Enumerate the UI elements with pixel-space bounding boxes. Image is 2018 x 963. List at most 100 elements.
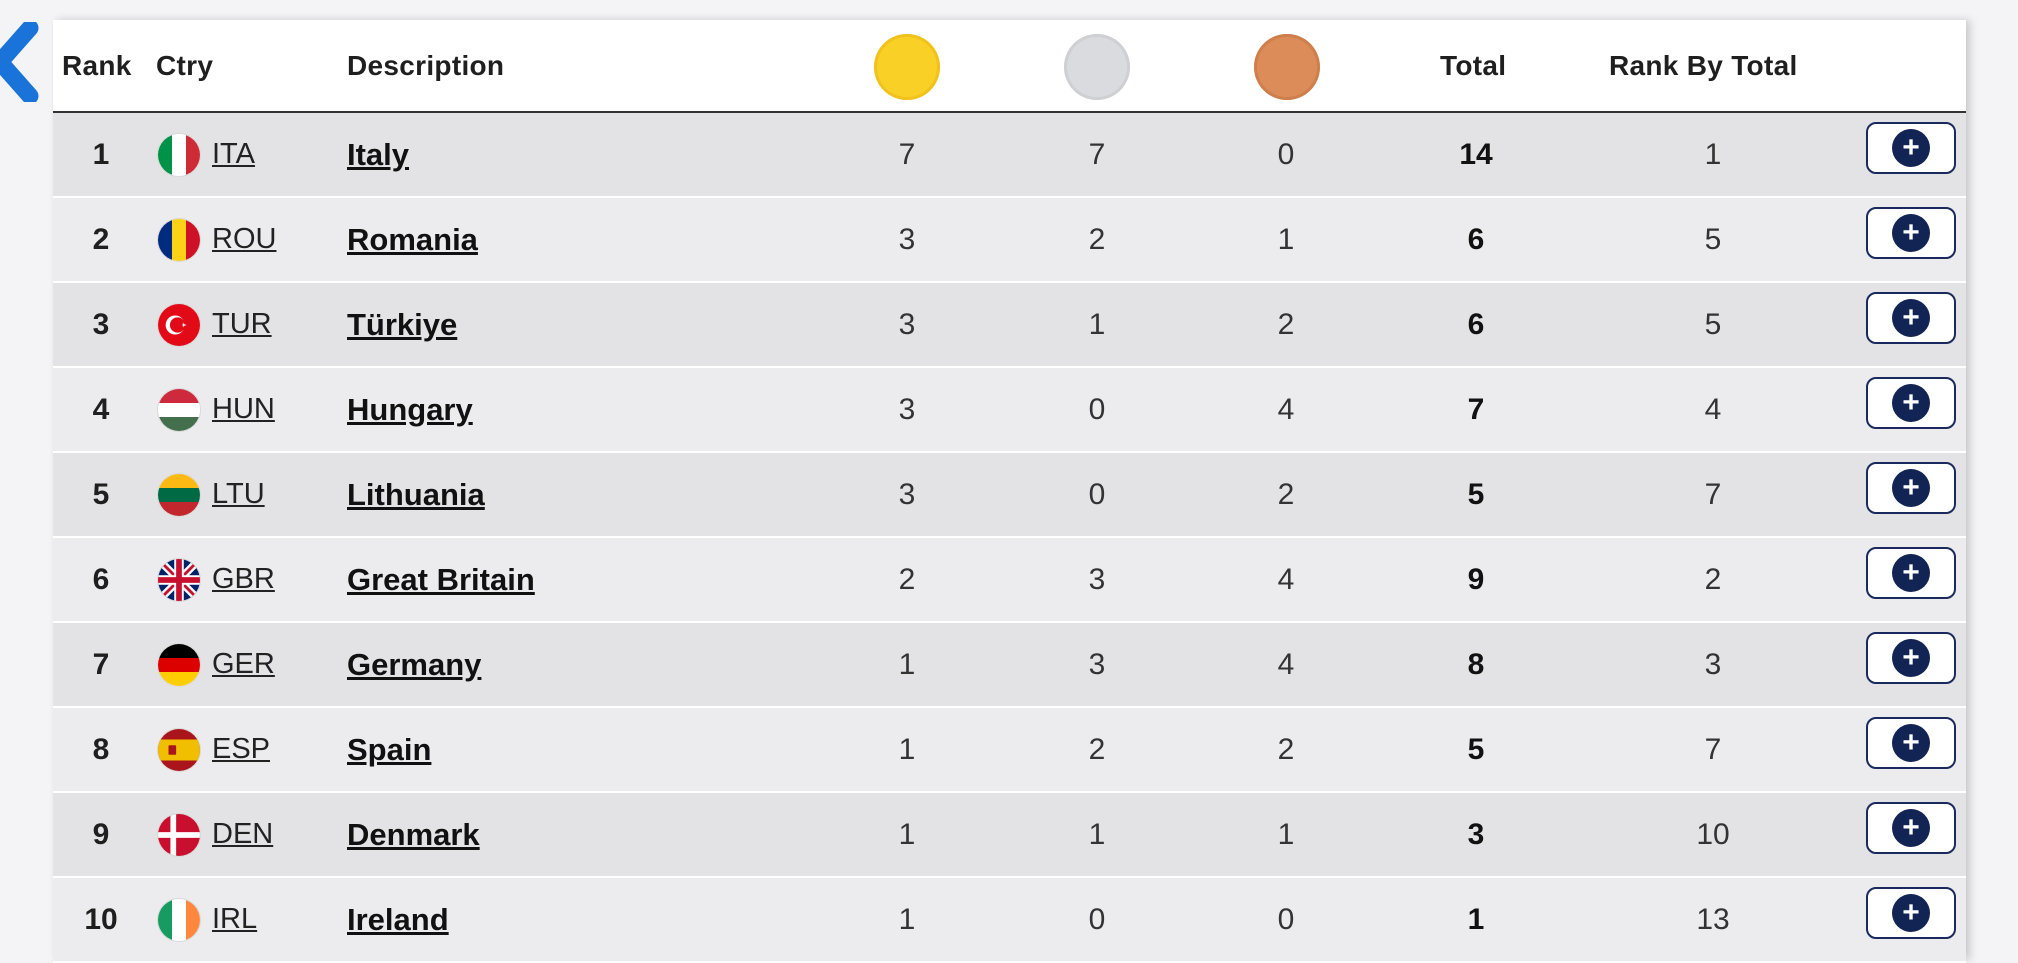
rank-cell: 2 — [92, 222, 110, 256]
country-name-link[interactable]: Germany — [347, 646, 482, 682]
header-rank-by-total: Rank By Total — [1609, 49, 1798, 81]
country-code-link[interactable]: IRL — [212, 903, 258, 935]
country-name-link[interactable]: Hungary — [347, 391, 473, 427]
table-row: 4 HUN Hungary 3 0 4 7 4 + — [53, 368, 1966, 453]
country-name-link[interactable]: Romania — [347, 221, 478, 257]
expand-row-button[interactable]: + — [1866, 122, 1956, 174]
gold-count: 1 — [898, 647, 916, 681]
country-name-link[interactable]: Great Britain — [347, 561, 535, 597]
bronze-medal-icon — [1254, 34, 1320, 100]
gold-medal-icon — [874, 34, 940, 100]
bronze-count: 2 — [1277, 732, 1295, 766]
table-row: 9 DEN Denmark 1 1 1 3 10 + — [53, 793, 1966, 878]
rank-by-total: 5 — [1704, 307, 1722, 341]
rank-cell: 3 — [92, 307, 110, 341]
table-row: 5 LTU Lithuania 3 0 2 5 7 + — [53, 453, 1966, 538]
gold-count: 2 — [898, 562, 916, 596]
table-row: 1 ITA Italy 7 7 0 14 1 + — [53, 113, 1966, 198]
header-total: Total — [1440, 49, 1507, 81]
plus-icon: + — [1892, 894, 1930, 932]
romania-flag-icon — [157, 217, 201, 262]
country-name-link[interactable]: Denmark — [347, 816, 480, 852]
country-name-link[interactable]: Lithuania — [347, 476, 485, 512]
expand-row-button[interactable]: + — [1866, 207, 1956, 259]
country-name-link[interactable]: Italy — [347, 136, 410, 172]
spain-flag-icon — [157, 727, 201, 772]
header-description: Description — [347, 49, 505, 81]
table-row: 2 ROU Romania 3 2 1 6 5 + — [53, 198, 1966, 283]
gold-count: 1 — [898, 817, 916, 851]
plus-icon: + — [1892, 384, 1930, 422]
plus-icon: + — [1892, 724, 1930, 762]
expand-row-button[interactable]: + — [1866, 547, 1956, 599]
expand-row-button[interactable]: + — [1866, 887, 1956, 939]
expand-row-button[interactable]: + — [1866, 717, 1956, 769]
total-count: 5 — [1467, 732, 1485, 766]
plus-icon: + — [1892, 554, 1930, 592]
table-row: 7 GER Germany 1 3 4 8 3 + — [53, 623, 1966, 708]
table-body: 1 ITA Italy 7 7 0 14 1 + 2 ROU Romania 3… — [53, 113, 1966, 963]
silver-count: 7 — [1088, 137, 1106, 171]
country-code-link[interactable]: ESP — [212, 733, 271, 765]
ireland-flag-icon — [157, 897, 201, 942]
gold-count: 3 — [898, 222, 916, 256]
country-code-link[interactable]: HUN — [212, 393, 275, 425]
total-count: 6 — [1467, 222, 1485, 256]
plus-icon: + — [1892, 214, 1930, 252]
plus-icon: + — [1892, 469, 1930, 507]
rank-by-total: 3 — [1704, 647, 1722, 681]
bronze-count: 2 — [1277, 477, 1295, 511]
country-code-link[interactable]: GER — [212, 648, 275, 680]
gold-count: 1 — [898, 732, 916, 766]
gold-count: 1 — [898, 902, 916, 936]
country-code-link[interactable]: ROU — [212, 223, 277, 255]
rank-cell: 6 — [92, 562, 110, 596]
country-name-link[interactable]: Türkiye — [347, 306, 458, 342]
rank-by-total: 7 — [1704, 477, 1722, 511]
medal-table: Rank Ctry Description Total Rank By Tota… — [53, 20, 1966, 963]
rank-by-total: 1 — [1704, 137, 1722, 171]
rank-by-total: 2 — [1704, 562, 1722, 596]
country-code-link[interactable]: TUR — [212, 308, 272, 340]
plus-icon: + — [1892, 129, 1930, 167]
country-name-link[interactable]: Spain — [347, 731, 432, 767]
total-count: 7 — [1467, 392, 1485, 426]
table-header: Rank Ctry Description Total Rank By Tota… — [53, 20, 1966, 113]
table-row: 8 ESP Spain 1 2 2 5 7 + — [53, 708, 1966, 793]
rank-by-total: 5 — [1704, 222, 1722, 256]
rank-cell: 8 — [92, 732, 110, 766]
country-code-link[interactable]: ITA — [212, 138, 255, 170]
silver-count: 2 — [1088, 732, 1106, 766]
bronze-count: 1 — [1277, 817, 1295, 851]
rank-by-total: 13 — [1696, 902, 1730, 936]
rank-cell: 5 — [92, 477, 110, 511]
rank-by-total: 4 — [1704, 392, 1722, 426]
country-code-link[interactable]: GBR — [212, 563, 275, 595]
chevron-left-icon[interactable] — [0, 22, 46, 102]
total-count: 9 — [1467, 562, 1485, 596]
expand-row-button[interactable]: + — [1866, 292, 1956, 344]
expand-row-button[interactable]: + — [1866, 377, 1956, 429]
silver-count: 2 — [1088, 222, 1106, 256]
header-country: Ctry — [156, 49, 214, 81]
expand-row-button[interactable]: + — [1866, 802, 1956, 854]
bronze-count: 0 — [1277, 137, 1295, 171]
bronze-count: 4 — [1277, 647, 1295, 681]
total-count: 6 — [1467, 307, 1485, 341]
silver-count: 3 — [1088, 647, 1106, 681]
rank-cell: 4 — [92, 392, 110, 426]
total-count: 1 — [1467, 902, 1485, 936]
country-code-link[interactable]: LTU — [212, 478, 265, 510]
rank-cell: 7 — [92, 647, 110, 681]
expand-row-button[interactable]: + — [1866, 632, 1956, 684]
expand-row-button[interactable]: + — [1866, 462, 1956, 514]
plus-icon: + — [1892, 639, 1930, 677]
country-code-link[interactable]: DEN — [212, 818, 274, 850]
country-name-link[interactable]: Ireland — [347, 901, 449, 937]
bronze-count: 2 — [1277, 307, 1295, 341]
silver-count: 0 — [1088, 902, 1106, 936]
silver-count: 0 — [1088, 477, 1106, 511]
silver-count: 0 — [1088, 392, 1106, 426]
header-rank: Rank — [62, 49, 132, 81]
gold-count: 3 — [898, 307, 916, 341]
